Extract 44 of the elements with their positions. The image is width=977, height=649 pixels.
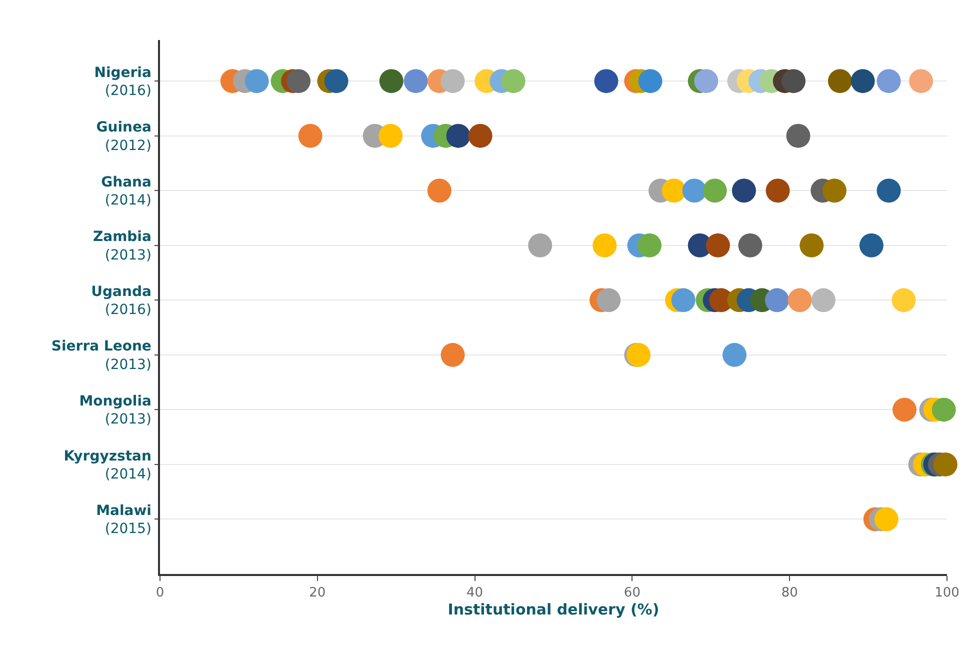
y-tick-label: Mongolia (2013) bbox=[79, 393, 152, 428]
point bbox=[800, 233, 824, 258]
point bbox=[694, 69, 718, 94]
x-tick-label: 100 bbox=[934, 585, 960, 600]
y-tick-label: Zambia (2013) bbox=[92, 229, 152, 264]
point bbox=[732, 178, 756, 203]
point bbox=[782, 69, 806, 94]
x-axis-title: Institutional delivery (%) bbox=[448, 600, 660, 618]
point bbox=[671, 288, 696, 312]
x-tick-label: 60 bbox=[624, 585, 640, 600]
point bbox=[596, 288, 621, 312]
point bbox=[594, 69, 618, 94]
point bbox=[766, 178, 790, 203]
point bbox=[427, 178, 452, 203]
point bbox=[874, 507, 898, 532]
point bbox=[850, 69, 875, 94]
y-tick-label: Nigeria (2016) bbox=[94, 64, 152, 100]
x-tick-label: 0 bbox=[156, 585, 164, 600]
y-tick-label: Kyrgyzstan (2014) bbox=[64, 448, 152, 482]
point bbox=[440, 342, 465, 367]
point bbox=[446, 124, 470, 148]
point bbox=[468, 124, 492, 148]
x-tick-label: 80 bbox=[781, 585, 798, 600]
point bbox=[638, 69, 662, 94]
point bbox=[859, 233, 884, 258]
x-tick-label: 40 bbox=[466, 585, 484, 600]
point bbox=[909, 69, 934, 94]
y-tick-label: Guinea (2012) bbox=[96, 120, 152, 154]
point bbox=[722, 342, 747, 367]
point bbox=[501, 69, 526, 94]
point bbox=[662, 178, 686, 203]
y-tick-label: Sierra Leone (2013) bbox=[51, 338, 152, 373]
point bbox=[378, 124, 403, 148]
point bbox=[702, 178, 727, 203]
y-tick-label: Uganda (2016) bbox=[91, 284, 152, 318]
point bbox=[298, 124, 322, 148]
point bbox=[876, 69, 901, 94]
point bbox=[828, 69, 852, 94]
y-tick-label: Malawi (2015) bbox=[96, 503, 152, 538]
point bbox=[786, 124, 810, 148]
y-tick-label: Ghana (2014) bbox=[101, 174, 152, 209]
x-tick-label: 20 bbox=[309, 585, 326, 600]
point bbox=[892, 398, 916, 422]
point bbox=[682, 178, 706, 203]
